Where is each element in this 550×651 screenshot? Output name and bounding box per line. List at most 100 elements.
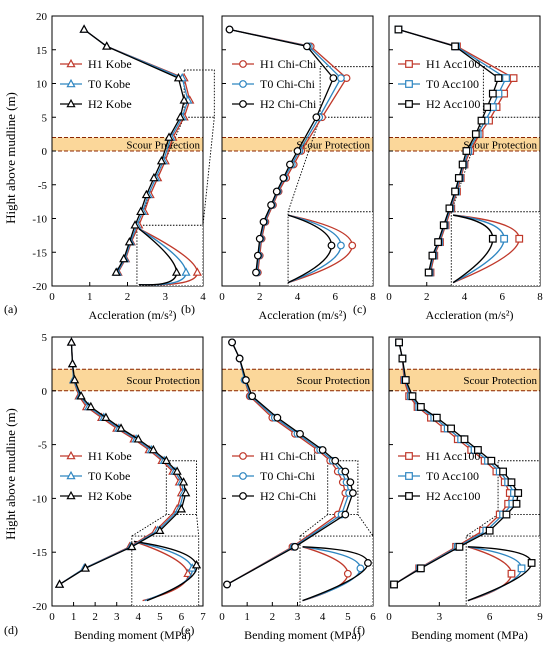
inset-marker-H2 xyxy=(364,559,372,567)
data-point-H2 xyxy=(346,478,355,487)
panel-label: (c) xyxy=(353,302,366,316)
legend-entry: T0 Chi-Chi xyxy=(260,469,316,483)
x-tick-label: 8 xyxy=(370,291,376,303)
legend-marker-T0 xyxy=(239,472,247,480)
data-point-H2 xyxy=(499,467,507,476)
y-tick-label: 0 xyxy=(42,386,48,398)
data-point-H2 xyxy=(67,358,78,368)
data-point-H2 xyxy=(451,42,459,51)
panel-label: (f) xyxy=(353,623,365,637)
x-tick-label: 4 xyxy=(295,291,301,303)
data-point-H2 xyxy=(390,580,398,589)
x-tick-label: 6 xyxy=(487,611,493,623)
data-point-H2 xyxy=(54,579,65,588)
scour-band xyxy=(222,137,373,151)
data-point-H1 xyxy=(509,74,518,83)
panel-d: Scour Protection 0 1 2 3 4 5 6 7 -20 -15 -10 -5 0 5 Ben… xyxy=(4,332,206,642)
data-point-H2 xyxy=(460,435,469,444)
zoom-box xyxy=(165,460,197,515)
legend-entry: T0 Acc100 xyxy=(426,469,479,483)
legend-marker-T0 xyxy=(405,80,413,88)
scour-label: Scour Protection xyxy=(296,139,370,151)
data-point-H2 xyxy=(416,564,425,573)
x-tick-label: 2 xyxy=(424,291,430,303)
data-point-H2 xyxy=(223,580,231,589)
series-line-H1 xyxy=(398,28,515,273)
x-tick-label: 5 xyxy=(345,611,351,623)
x-tick-label: 3 xyxy=(163,291,169,303)
legend-entry: H1 Kobe xyxy=(88,449,132,463)
legend-marker-T0 xyxy=(239,80,247,88)
data-point-H2 xyxy=(141,189,151,199)
data-point-H2 xyxy=(394,25,403,34)
data-point-H2 xyxy=(124,236,134,246)
inset-connector xyxy=(202,117,215,226)
data-point-H2 xyxy=(439,221,448,230)
data-point-H2 xyxy=(179,95,189,104)
data-point-H2 xyxy=(395,338,403,347)
legend-marker-H1 xyxy=(239,452,247,460)
x-tick-label: 1 xyxy=(71,611,77,623)
y-tick-label: -10 xyxy=(32,214,47,226)
x-tick-label: 8 xyxy=(537,291,543,303)
data-point-H2 xyxy=(401,376,410,384)
inset-marker-T0 xyxy=(181,267,191,276)
plot-frame xyxy=(51,336,204,607)
data-point-H2 xyxy=(514,489,523,497)
data-point-H2 xyxy=(312,113,321,122)
scour-label: Scour Protection xyxy=(463,375,537,387)
legend-entry: H2 Kobe xyxy=(88,489,132,503)
data-point-H2 xyxy=(119,253,129,263)
x-axis-label: Bending moment (MPa) xyxy=(74,628,191,642)
panel-f: Scour Protection 0 3 6 9 Bending moment (MPa)… xyxy=(353,336,543,642)
data-point-H2 xyxy=(447,424,455,433)
legend-entry: H1 Chi-Chi xyxy=(260,57,317,71)
data-point-H2 xyxy=(255,234,264,243)
data-point-H2 xyxy=(116,423,126,432)
x-tick-label: 0 xyxy=(49,611,55,623)
data-point-H2 xyxy=(136,206,146,216)
x-tick-label: 6 xyxy=(500,291,506,303)
data-point-H2 xyxy=(111,267,121,276)
data-point-H2 xyxy=(173,72,184,82)
data-point-H2 xyxy=(507,478,516,487)
x-tick-label: 6 xyxy=(370,611,376,623)
inset-marker-H2 xyxy=(171,267,182,276)
x-tick-label: 3 xyxy=(114,611,120,623)
legend-entry: H2 Kobe xyxy=(88,97,132,111)
x-tick-label: 7 xyxy=(200,611,206,623)
inset-marker-T0 xyxy=(500,234,509,243)
legend-marker-H2 xyxy=(66,98,76,108)
x-tick-label: 4 xyxy=(320,611,326,623)
inset-marker-H2 xyxy=(527,559,536,567)
data-point-H2 xyxy=(86,401,96,411)
zoom-box xyxy=(319,66,374,118)
x-tick-label: 6 xyxy=(179,611,185,623)
y-tick-label: 20 xyxy=(36,11,48,23)
legend-marker-H2 xyxy=(239,492,247,500)
data-point-H2 xyxy=(79,24,89,33)
data-point-H2 xyxy=(331,456,340,465)
y-tick-label: -20 xyxy=(32,281,47,293)
inset-marker-H2 xyxy=(327,241,336,250)
data-point-H2 xyxy=(291,542,299,551)
inset-marker-H1 xyxy=(507,569,516,578)
inset-connector xyxy=(131,514,167,537)
data-point-H2 xyxy=(102,41,112,50)
inset-marker-H2 xyxy=(191,559,202,569)
x-tick-label: 1 xyxy=(87,291,93,303)
y-tick-label: -5 xyxy=(38,180,48,192)
data-point-H2 xyxy=(303,42,311,51)
inset-marker-T0 xyxy=(337,241,345,250)
data-point-H2 xyxy=(474,446,482,454)
x-tick-label: 9 xyxy=(537,611,543,623)
scour-band xyxy=(222,369,373,391)
panel-b: Scour Protection 0 2 4 6 8 Accleration (m/s²) (… xyxy=(181,15,376,322)
data-point-H2 xyxy=(341,510,350,519)
x-tick-label: 3 xyxy=(295,611,301,623)
panel-label: (b) xyxy=(181,302,195,316)
data-point-H2 xyxy=(181,487,191,497)
y-tick-label: 15 xyxy=(36,45,48,57)
x-tick-label: 4 xyxy=(200,291,206,303)
